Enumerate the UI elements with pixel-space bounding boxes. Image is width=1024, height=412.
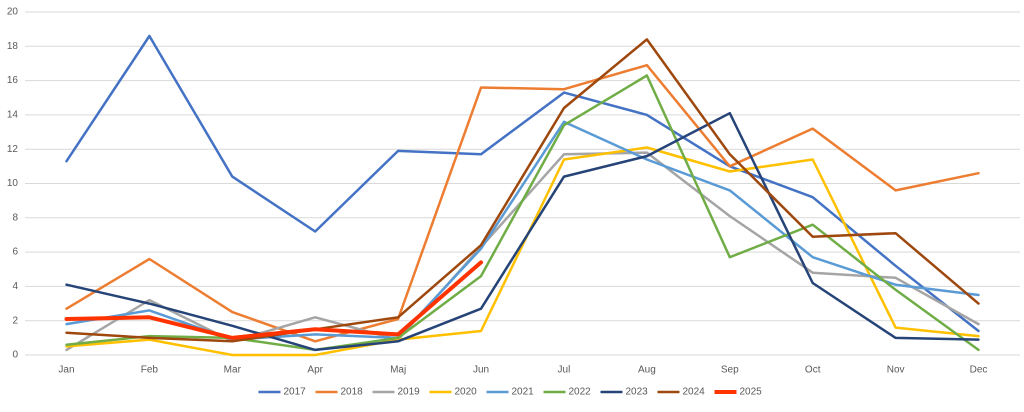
legend-label: 2023 (626, 387, 649, 398)
x-tick-label: Maj (390, 365, 406, 376)
y-tick-label: 6 (12, 247, 18, 258)
y-tick-label: 16 (7, 75, 19, 86)
series-line (65, 38, 980, 343)
legend-label: 2018 (341, 387, 364, 398)
y-tick-label: 14 (7, 110, 19, 121)
legend-label: 2022 (569, 387, 592, 398)
x-tick-label: Aug (638, 365, 656, 376)
y-tick-label: 2 (12, 315, 18, 326)
y-tick-label: 20 (7, 7, 19, 18)
series-line (65, 74, 980, 352)
legend-label: 2021 (512, 387, 535, 398)
legend-label: 2019 (398, 387, 421, 398)
series-line (65, 146, 980, 357)
x-tick-label: Jun (473, 365, 489, 376)
legend-label: 2024 (683, 387, 706, 398)
series-line (65, 120, 980, 341)
x-tick-label: Jan (58, 365, 74, 376)
legend-label: 2025 (740, 387, 763, 398)
y-tick-label: 4 (12, 281, 18, 292)
x-tick-label: Sep (721, 365, 739, 376)
x-tick-label: Apr (307, 365, 323, 376)
x-tick-label: Jul (558, 365, 571, 376)
series-line (65, 63, 980, 343)
x-tick-label: Feb (141, 365, 159, 376)
y-tick-label: 0 (12, 350, 18, 361)
series-line (65, 111, 980, 352)
legend-label: 2017 (284, 387, 307, 398)
x-tick-label: Nov (887, 365, 905, 376)
x-tick-label: Dec (970, 365, 988, 376)
y-tick-label: 10 (7, 178, 19, 189)
y-tick-label: 8 (12, 212, 18, 223)
legend-label: 2020 (455, 387, 478, 398)
x-tick-label: Mar (224, 365, 242, 376)
series-line (65, 34, 980, 333)
x-tick-label: Oct (805, 365, 821, 376)
y-tick-label: 12 (7, 144, 19, 155)
y-tick-label: 18 (7, 41, 19, 52)
series-line (64, 260, 483, 340)
